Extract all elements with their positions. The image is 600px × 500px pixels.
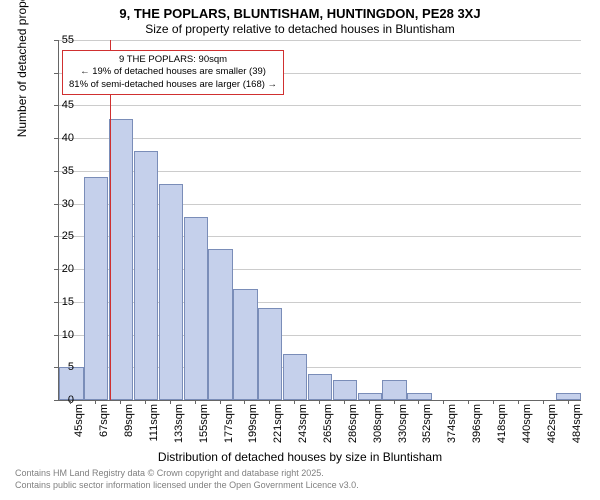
footer-line2: Contains public sector information licen… [15,480,359,492]
xtick-label: 440sqm [521,404,533,454]
xtick-mark [518,400,519,404]
xtick-mark [244,400,245,404]
xtick-label: 133sqm [173,404,185,454]
ytick-mark [54,105,58,106]
xtick-label: 111sqm [148,404,160,454]
histogram-bar [556,393,580,400]
y-axis-label: Number of detached properties [15,0,29,137]
ytick-mark [54,73,58,74]
xtick-label: 462sqm [546,404,558,454]
gridline [59,138,581,139]
xtick-label: 221sqm [272,404,284,454]
xtick-label: 308sqm [372,404,384,454]
xtick-mark [269,400,270,404]
histogram-bar [84,177,108,400]
annotation-box: 9 THE POPLARS: 90sqm ← 19% of detached h… [62,50,284,95]
xtick-label: 199sqm [247,404,259,454]
xtick-label: 374sqm [446,404,458,454]
chart-title-sub: Size of property relative to detached ho… [0,22,600,36]
histogram-bar [184,217,208,400]
ytick-mark [54,367,58,368]
xtick-label: 243sqm [297,404,309,454]
ytick-mark [54,204,58,205]
xtick-label: 89sqm [123,404,135,454]
ytick-mark [54,138,58,139]
histogram-bar [159,184,183,400]
histogram-bar [308,374,332,400]
ytick-mark [54,302,58,303]
histogram-bar [333,380,357,400]
xtick-mark [568,400,569,404]
xtick-label: 418sqm [496,404,508,454]
xtick-mark [468,400,469,404]
xtick-mark [369,400,370,404]
histogram-bar [358,393,382,400]
ytick-mark [54,269,58,270]
ytick-mark [54,400,58,401]
histogram-bar [283,354,307,400]
chart-title-main: 9, THE POPLARS, BLUNTISHAM, HUNTINGDON, … [0,6,600,21]
ytick-mark [54,335,58,336]
gridline [59,105,581,106]
histogram-bar [233,289,257,400]
xtick-mark [95,400,96,404]
histogram-bar [382,380,406,400]
gridline [59,40,581,41]
annotation-line3: 81% of semi-detached houses are larger (… [69,79,277,91]
ytick-mark [54,40,58,41]
xtick-mark [319,400,320,404]
xtick-mark [170,400,171,404]
xtick-mark [220,400,221,404]
xtick-mark [294,400,295,404]
xtick-label: 265sqm [322,404,334,454]
histogram-bar [109,119,133,400]
xtick-label: 155sqm [198,404,210,454]
xtick-mark [195,400,196,404]
xtick-mark [145,400,146,404]
histogram-bar [208,249,232,400]
footer-line1: Contains HM Land Registry data © Crown c… [15,468,359,480]
xtick-label: 352sqm [421,404,433,454]
xtick-mark [543,400,544,404]
annotation-line2: ← 19% of detached houses are smaller (39… [69,66,277,78]
chart-container: 9, THE POPLARS, BLUNTISHAM, HUNTINGDON, … [0,0,600,500]
xtick-label: 67sqm [98,404,110,454]
xtick-label: 177sqm [223,404,235,454]
xtick-mark [394,400,395,404]
ytick-mark [54,236,58,237]
footer-text: Contains HM Land Registry data © Crown c… [15,468,359,491]
xtick-mark [418,400,419,404]
xtick-mark [443,400,444,404]
xtick-mark [120,400,121,404]
histogram-bar [134,151,158,400]
xtick-mark [344,400,345,404]
xtick-label: 484sqm [571,404,583,454]
annotation-line1: 9 THE POPLARS: 90sqm [69,54,277,66]
xtick-label: 396sqm [471,404,483,454]
ytick-mark [54,171,58,172]
xtick-label: 45sqm [73,404,85,454]
xtick-mark [493,400,494,404]
xtick-mark [70,400,71,404]
xtick-label: 286sqm [347,404,359,454]
xtick-label: 330sqm [397,404,409,454]
histogram-bar [258,308,282,400]
